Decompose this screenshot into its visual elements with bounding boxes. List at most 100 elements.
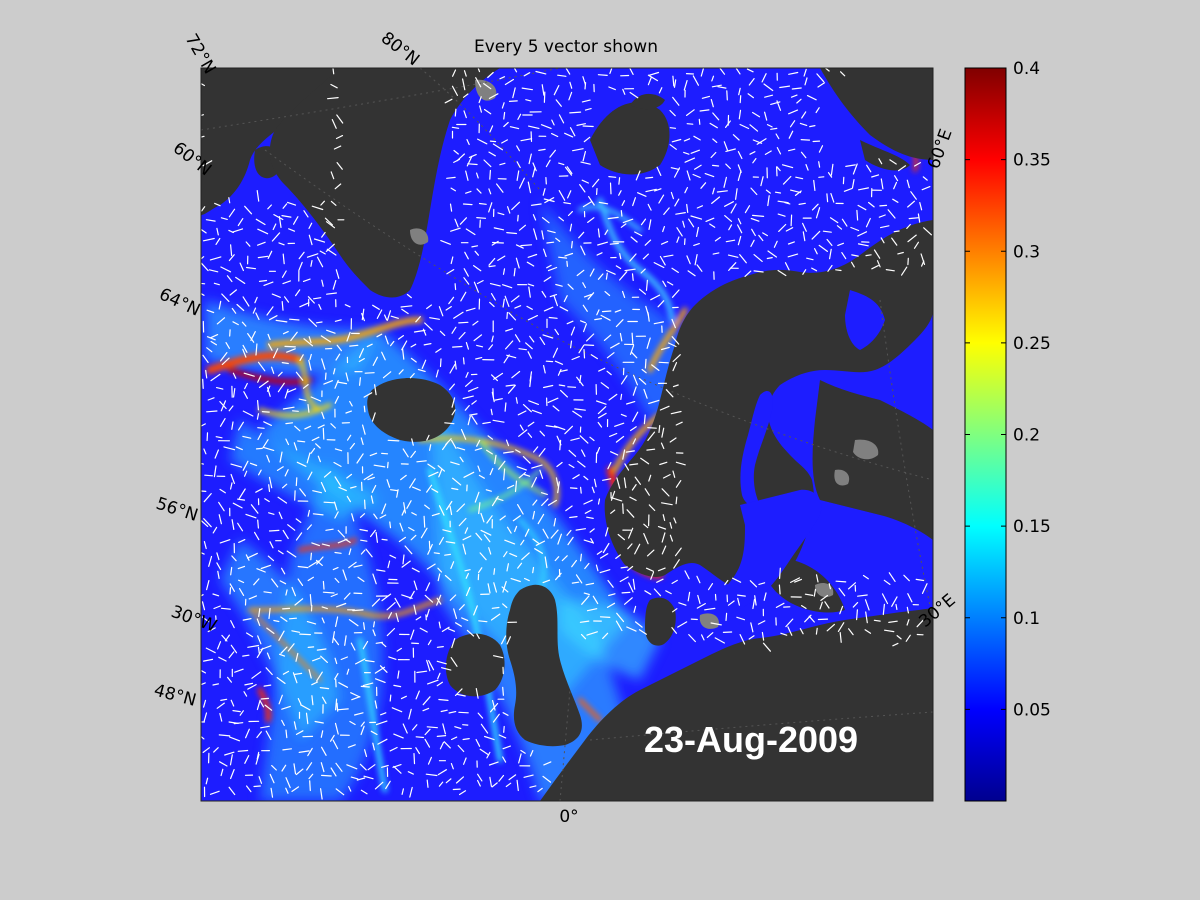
velocity-vector [642, 253, 650, 260]
velocity-vector [513, 525, 518, 533]
velocity-vector [512, 515, 521, 522]
velocity-vector [605, 272, 608, 280]
velocity-vector [281, 719, 285, 727]
velocity-vector [537, 513, 545, 525]
velocity-vector [255, 753, 260, 765]
velocity-vector [683, 138, 691, 142]
velocity-vector [246, 632, 254, 638]
velocity-vector [233, 388, 236, 398]
velocity-vector [381, 503, 387, 515]
velocity-vector [693, 135, 701, 141]
velocity-vector [549, 149, 557, 158]
velocity-vector [815, 574, 819, 583]
velocity-vector [360, 789, 368, 795]
velocity-vector [632, 411, 639, 422]
velocity-vector [308, 318, 318, 327]
velocity-vector [541, 290, 547, 298]
velocity-vector [320, 788, 323, 800]
velocity-vector [781, 164, 794, 169]
velocity-vector [799, 627, 804, 635]
velocity-vector [280, 616, 288, 622]
velocity-vector [686, 123, 694, 125]
velocity-vector [568, 449, 577, 457]
velocity-vector [627, 565, 634, 572]
velocity-vector [411, 486, 421, 491]
velocity-vector [748, 77, 755, 86]
velocity-vector [386, 479, 391, 488]
velocity-vector [498, 774, 505, 782]
velocity-vector [815, 627, 818, 635]
velocity-vector [477, 773, 483, 782]
velocity-vector [728, 262, 737, 271]
velocity-vector [803, 68, 807, 77]
velocity-vector [320, 481, 326, 492]
velocity-vector [555, 283, 563, 287]
velocity-vector [355, 658, 366, 665]
velocity-vector [389, 746, 398, 752]
velocity-vector [815, 207, 821, 219]
velocity-vector [553, 84, 560, 96]
velocity-vector [370, 730, 378, 736]
velocity-vector [268, 476, 273, 489]
velocity-vector [473, 605, 478, 616]
velocity-vector [671, 318, 677, 329]
velocity-vector [263, 421, 272, 426]
velocity-vector [673, 167, 681, 178]
velocity-vector [261, 411, 270, 413]
velocity-vector [507, 384, 516, 394]
velocity-vector [386, 601, 396, 611]
velocity-vector [767, 250, 778, 258]
velocity-vector [620, 375, 628, 385]
velocity-vector [553, 425, 566, 431]
velocity-vector [504, 295, 510, 307]
velocity-vector [503, 451, 514, 454]
velocity-vector [579, 435, 589, 444]
velocity-vector [390, 315, 399, 319]
velocity-vector [325, 528, 334, 531]
velocity-vector [701, 95, 711, 99]
velocity-vector [311, 205, 324, 211]
velocity-vector [264, 498, 270, 503]
velocity-vector [496, 183, 504, 193]
velocity-vector [478, 202, 487, 205]
velocity-vector [627, 527, 634, 539]
velocity-vector [509, 552, 518, 558]
velocity-vector [619, 253, 622, 260]
velocity-vector [478, 474, 485, 479]
velocity-vector [231, 555, 237, 562]
velocity-vector [276, 466, 284, 471]
velocity-vector [245, 513, 257, 519]
velocity-vector [363, 775, 374, 780]
velocity-vector [377, 738, 388, 745]
velocity-vector [557, 481, 560, 494]
velocity-vector [260, 697, 270, 700]
velocity-vector [321, 617, 325, 624]
velocity-vector [622, 449, 626, 460]
velocity-vector [295, 768, 304, 776]
velocity-vector [542, 334, 554, 339]
velocity-vector [648, 504, 656, 512]
velocity-vector [669, 534, 674, 542]
velocity-vector [583, 592, 590, 596]
velocity-vector [581, 99, 591, 103]
velocity-vector [566, 529, 572, 536]
velocity-vector [307, 747, 313, 757]
velocity-vector [330, 423, 336, 429]
velocity-vector [346, 473, 353, 479]
velocity-vector [488, 761, 499, 766]
velocity-vector [647, 203, 652, 211]
velocity-vector [498, 734, 507, 739]
velocity-vector [787, 241, 795, 245]
velocity-vector [230, 768, 235, 780]
velocity-vector [571, 148, 584, 152]
velocity-vector [450, 561, 455, 570]
velocity-vector [879, 204, 888, 207]
velocity-vector [586, 631, 598, 636]
velocity-vector [348, 618, 359, 627]
velocity-vector [335, 269, 340, 279]
velocity-vector [696, 264, 703, 272]
velocity-vector [533, 228, 538, 240]
velocity-vector [314, 720, 324, 724]
velocity-vector [589, 436, 595, 442]
velocity-vector [749, 151, 756, 155]
